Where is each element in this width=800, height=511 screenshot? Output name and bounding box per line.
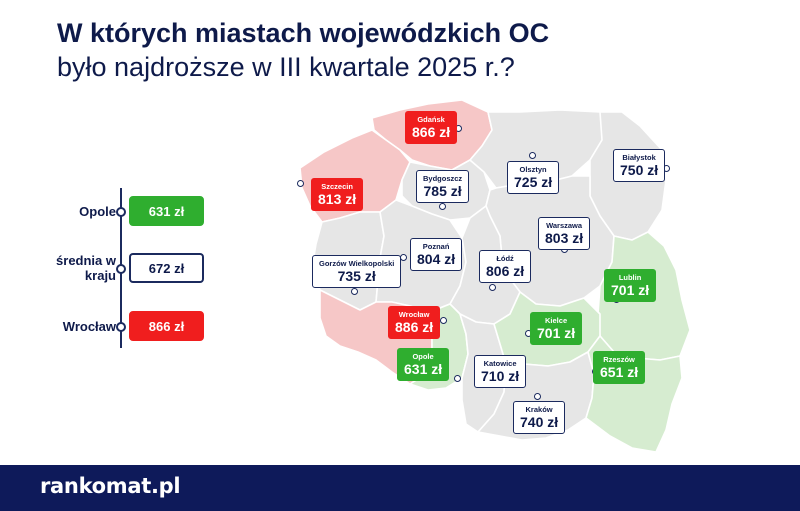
city-label-bydgoszcz: Bydgoszcz 785 zł [416,170,470,203]
legend-dot [116,322,126,332]
legend-value: 672 zł [129,253,204,283]
city-name: Kielce [545,316,568,325]
legend-label: Opole [79,203,116,219]
city-name: Katowice [483,359,517,368]
city-price: 740 zł [520,414,559,430]
city-price: 735 zł [337,268,376,284]
poland-map [299,99,691,453]
city-price: 701 zł [611,282,650,298]
city-label-olsztyn: Olsztyn 725 zł [507,161,560,194]
title-line-1: W których miastach wojewódzkich OC [57,18,550,48]
city-price: 701 zł [537,325,576,341]
rankomat-logo[interactable]: rankomat.pl [40,474,181,498]
city-label-gdansk: Gdańsk 866 zł [405,111,458,144]
city-name: Opole [412,352,434,361]
city-label-gorzow: Gorzów Wielkopolski 735 zł [312,255,402,288]
city-price: 785 zł [423,183,462,199]
city-price: 806 zł [486,263,525,279]
city-pin-wroclaw [440,317,447,324]
legend-row-opole: Opole 631 zł [0,196,220,226]
legend-row-wroclaw: Wrocław 866 zł [0,311,220,341]
city-label-lublin: Lublin 701 zł [604,269,657,302]
city-label-rzeszow: Rzeszów 651 zł [593,351,646,384]
city-name: Rzeszów [603,355,635,364]
city-label-szczecin: Szczecin 813 zł [311,178,364,211]
city-price: 804 zł [417,251,456,267]
city-name: Wrocław [398,310,430,319]
city-name: Bydgoszcz [423,174,463,183]
city-price: 813 zł [318,191,357,207]
legend-value: 866 zł [129,311,204,341]
city-price: 631 zł [404,361,443,377]
city-price: 725 zł [514,174,553,190]
city-name: Lublin [618,273,642,282]
city-name: Białystok [622,153,656,162]
city-label-lodz: Łódź 806 zł [479,250,532,283]
city-name: Kraków [525,405,553,414]
page-title: W których miastach wojewódzkich OC było … [57,16,757,84]
legend-value: 631 zł [129,196,204,226]
city-pin-krakow [534,393,541,400]
legend-label: średnia w kraju [56,253,116,283]
city-label-katowice: Katowice 710 zł [474,355,527,388]
city-pin-lodz [489,284,496,291]
legend-label: Wrocław [62,318,116,334]
city-name: Gdańsk [417,115,445,124]
city-label-krakow: Kraków 740 zł [513,401,566,434]
title-line-2: było najdroższe w III kwartale 2025 r.? [57,52,515,82]
city-name: Łódź [496,254,514,263]
city-pin-gorzow [351,288,358,295]
city-price: 886 zł [395,319,434,335]
city-pin-katowice [454,375,461,382]
city-name: Gorzów Wielkopolski [319,259,395,268]
footer-bar: rankomat.pl [0,465,800,511]
legend-dot [116,264,126,274]
legend-dot [116,207,126,217]
city-label-warszawa: Warszawa 803 zł [538,217,591,250]
city-name: Warszawa [546,221,583,230]
city-name: Olsztyn [519,165,547,174]
city-name: Poznań [422,242,450,251]
city-label-opole: Opole 631 zł [397,348,450,381]
city-label-poznan: Poznań 804 zł [410,238,463,271]
city-pin-bydgoszcz [439,203,446,210]
city-pin-olsztyn [529,152,536,159]
city-pin-poznan [400,254,407,261]
legend-row-average: średnia w kraju 672 zł [0,253,220,283]
city-label-wroclaw: Wrocław 886 zł [388,306,441,339]
city-price: 750 zł [620,162,659,178]
city-label-bialystok: Białystok 750 zł [613,149,666,182]
city-price: 866 zł [412,124,451,140]
city-label-kielce: Kielce 701 zł [530,312,583,345]
city-price: 803 zł [545,230,584,246]
city-price: 710 zł [481,368,520,384]
city-name: Szczecin [321,182,353,191]
city-price: 651 zł [600,364,639,380]
city-pin-szczecin [297,180,304,187]
